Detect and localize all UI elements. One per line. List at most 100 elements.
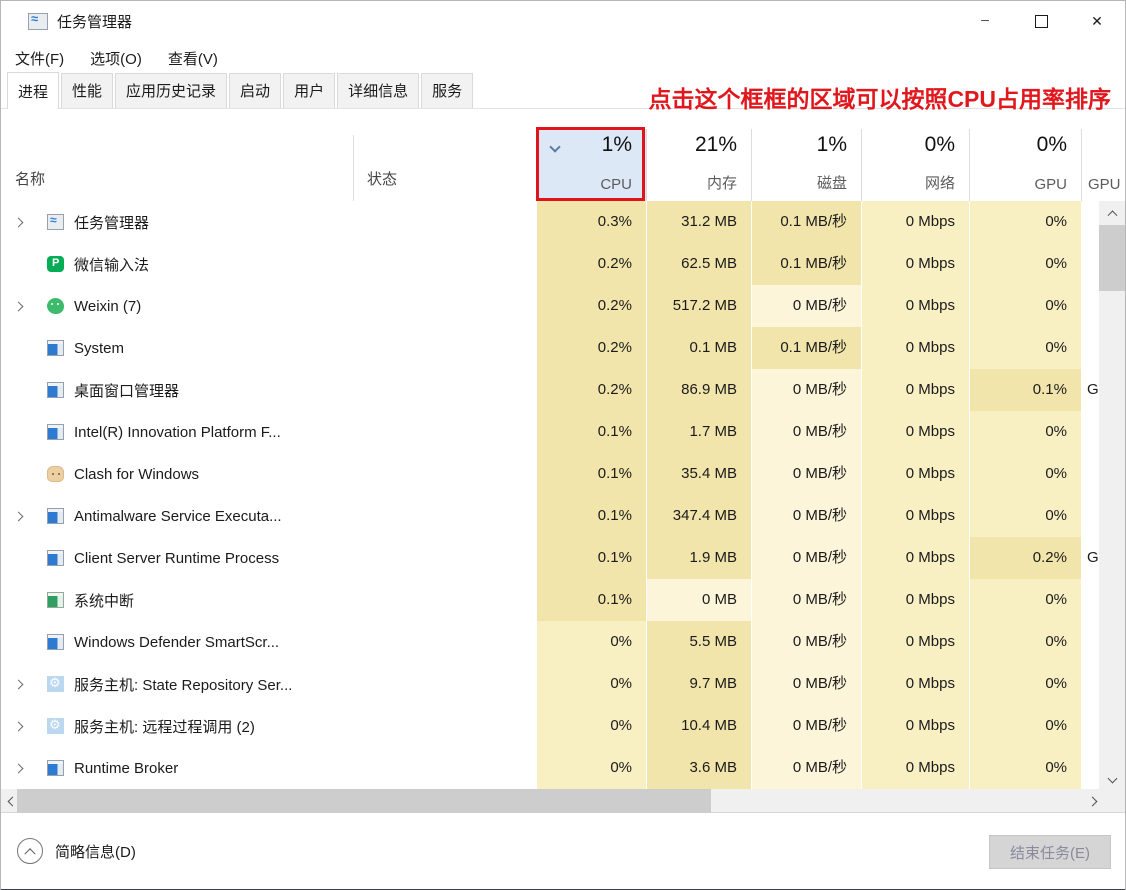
process-name-cell: 服务主机: 远程过程调用 (2) [1, 705, 353, 747]
process-name-cell: Weixin (7) [1, 285, 353, 327]
vertical-scrollbar-thumb[interactable] [1099, 225, 1125, 291]
cpu-value: 0.1% [536, 495, 646, 537]
window-icon [47, 760, 64, 776]
minimize-button[interactable] [957, 1, 1013, 41]
gpu-value: 0% [969, 327, 1081, 369]
table-row[interactable]: 系统中断 0.1% 0 MB 0 MB/秒 0 Mbps 0% [1, 579, 1125, 621]
cpu-value: 0% [536, 705, 646, 747]
gpu-engine-value [1081, 621, 1101, 663]
tab-1[interactable]: 性能 [61, 73, 114, 108]
tab-bar: 进程 性能 应用历史记录 启动 用户 详细信息 服务 点击这个框框的区域可以按照CPU占用率排… [1, 72, 1125, 112]
expand-chevron-icon[interactable] [13, 763, 23, 773]
horizontal-scrollbar[interactable] [1, 789, 1125, 813]
cpu-sort-annotation: 点击这个框框的区域可以按照CPU占用率排序 [648, 86, 1111, 112]
scroll-up-icon[interactable] [1099, 201, 1125, 223]
gpu-value: 0.1% [969, 369, 1081, 411]
scroll-down-icon[interactable] [1099, 767, 1125, 789]
table-row[interactable]: System 0.2% 0.1 MB 0.1 MB/秒 0 Mbps 0% [1, 327, 1125, 369]
expand-chevron-icon[interactable] [13, 217, 23, 227]
cpu-value: 0.2% [536, 369, 646, 411]
cpu-value: 0.2% [536, 243, 646, 285]
network-value: 0 Mbps [861, 243, 969, 285]
column-header-status[interactable]: 状态 [367, 171, 398, 188]
process-name: 系统中断 [74, 592, 135, 610]
disk-value: 0 MB/秒 [751, 579, 861, 621]
fewer-details-toggle[interactable]: 简略信息(D) [17, 838, 136, 864]
vertical-scrollbar[interactable] [1099, 201, 1125, 789]
table-row[interactable]: Intel(R) Innovation Platform F... 0.1% 1.… [1, 411, 1125, 453]
table-row[interactable]: Runtime Broker 0% 3.6 MB 0 MB/秒 0 Mbps 0% [1, 747, 1125, 789]
menu-options[interactable]: 选项(O) [90, 50, 142, 68]
network-value: 0 Mbps [861, 369, 969, 411]
column-header-network[interactable]: 0% 网络 [861, 129, 969, 201]
fewer-details-label: 简略信息(D) [55, 843, 136, 861]
gpu-value: 0% [969, 201, 1081, 243]
table-row[interactable]: 桌面窗口管理器 0.2% 86.9 MB 0 MB/秒 0 Mbps 0.1% G [1, 369, 1125, 411]
process-name: Client Server Runtime Process [74, 549, 280, 567]
maximize-button[interactable] [1013, 1, 1069, 41]
table-row[interactable]: Weixin (7) 0.2% 517.2 MB 0 MB/秒 0 Mbps 0% [1, 285, 1125, 327]
process-name: Intel(R) Innovation Platform F... [74, 423, 281, 441]
cpu-value: 0.1% [536, 579, 646, 621]
table-row[interactable]: Windows Defender SmartScr... 0% 5.5 MB 0 M… [1, 621, 1125, 663]
expand-chevron-icon[interactable] [13, 511, 23, 521]
column-header-disk[interactable]: 1% 磁盘 [751, 129, 861, 201]
menu-bar: 文件(F) 选项(O) 查看(V) [1, 41, 1125, 75]
gpu-engine-value: G [1081, 537, 1101, 579]
process-name: System [74, 339, 125, 357]
gpu-value: 0% [969, 705, 1081, 747]
process-name-cell: Intel(R) Innovation Platform F... [1, 411, 353, 453]
tab-3[interactable]: 启动 [229, 73, 282, 108]
column-header-name[interactable]: 名称 [15, 171, 46, 188]
cpu-value: 0.2% [536, 285, 646, 327]
cpu-value: 0% [536, 747, 646, 789]
window-controls [957, 1, 1125, 41]
process-name-cell: 服务主机: State Repository Ser... [1, 663, 353, 705]
tab-2[interactable]: 应用历史记录 [115, 73, 228, 108]
process-name: 桌面窗口管理器 [74, 382, 180, 400]
expand-chevron-icon[interactable] [13, 301, 23, 311]
horizontal-scrollbar-thumb[interactable] [17, 789, 711, 813]
expand-chevron-icon[interactable] [13, 679, 23, 689]
column-header-gpu[interactable]: 0% GPU [969, 129, 1081, 201]
tab-4[interactable]: 用户 [283, 73, 336, 108]
end-task-button[interactable]: 结束任务(E) [989, 835, 1111, 869]
table-row[interactable]: Client Server Runtime Process 0.1% 1.9 MB… [1, 537, 1125, 579]
gpu-engine-value [1081, 705, 1101, 747]
table-row[interactable]: Antimalware Service Executa... 0.1% 347.4… [1, 495, 1125, 537]
gpu-engine-value [1081, 285, 1101, 327]
menu-view[interactable]: 查看(V) [167, 50, 218, 68]
tab-5[interactable]: 详细信息 [337, 73, 420, 108]
gpu-value: 0% [969, 663, 1081, 705]
tab-6[interactable]: 服务 [421, 73, 474, 108]
menu-file[interactable]: 文件(F) [15, 50, 65, 68]
column-header-gpu-engine[interactable]: GPU [1081, 129, 1126, 201]
gpu-engine-value [1081, 663, 1101, 705]
gpu-value: 0.2% [969, 537, 1081, 579]
table-row[interactable]: Clash for Windows 0.1% 35.4 MB 0 MB/秒 0 Mbp… [1, 453, 1125, 495]
close-button[interactable] [1069, 1, 1125, 41]
window-icon [47, 508, 64, 524]
disk-value: 0.1 MB/秒 [751, 327, 861, 369]
gpu-engine-value [1081, 495, 1101, 537]
disk-value: 0 MB/秒 [751, 495, 861, 537]
network-value: 0 Mbps [861, 201, 969, 243]
gpu-engine-value [1081, 579, 1101, 621]
title-bar: 任务管理器 [1, 1, 1125, 41]
gpu-value: 0% [969, 411, 1081, 453]
column-header-memory[interactable]: 21% 内存 [646, 129, 751, 201]
table-row[interactable]: 服务主机: State Repository Ser... 0%9.7 MB0 … [1, 663, 1125, 705]
memory-value: 86.9 MB [646, 369, 751, 411]
process-name: 服务主机: 远程过程调用 (2) [74, 718, 255, 736]
scroll-right-icon[interactable] [1081, 789, 1103, 813]
tab-processes[interactable]: 进程 [7, 72, 60, 109]
column-header-cpu[interactable]: 1% CPU [536, 129, 646, 201]
expand-chevron-icon[interactable] [13, 721, 23, 731]
cpu-value: 0% [536, 621, 646, 663]
column-divider [353, 135, 354, 201]
process-name: 任务管理器 [74, 214, 150, 232]
